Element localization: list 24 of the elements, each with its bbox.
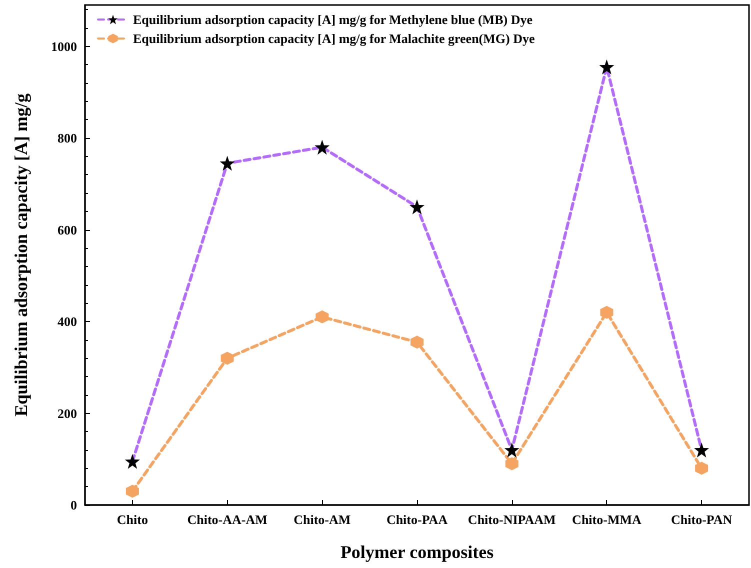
point — [316, 310, 329, 324]
y-tick-label: 400 — [58, 314, 77, 330]
y-axis-title: Equilibrium adsorption capacity [A] mg/g — [11, 93, 31, 417]
legend-label: Equilibrium adsorption capacity [A] mg/g for Malachite green(MG) Dye — [133, 31, 535, 46]
point — [600, 306, 614, 319]
x-axis-title: Polymer composites — [340, 542, 494, 562]
point — [695, 462, 708, 475]
point — [126, 484, 139, 498]
y-tick-label: 1000 — [51, 38, 77, 54]
x-tick-label: Chito — [116, 512, 148, 527]
x-tick-label: Chito-AM — [294, 512, 351, 527]
x-tick-label: Chito-AA-AM — [187, 512, 268, 527]
y-tick-label: 800 — [58, 130, 77, 146]
y-tick-label: 0 — [70, 498, 77, 512]
x-tick-label: Chito-PAN — [671, 512, 733, 527]
y-tick-label: 200 — [58, 406, 77, 421]
y-tick-label: 600 — [58, 222, 77, 238]
x-tick-label: Chito-PAA — [386, 512, 448, 527]
x-tick-label: Chito-NIPAAM — [468, 512, 556, 527]
point — [410, 336, 424, 349]
x-tick-label: Chito-MMA — [572, 512, 642, 527]
point — [505, 457, 518, 470]
point — [220, 352, 234, 365]
legend-label: Equilibrium adsorption capacity [A] mg/g for Methylene blue (MB) Dye — [133, 12, 533, 27]
